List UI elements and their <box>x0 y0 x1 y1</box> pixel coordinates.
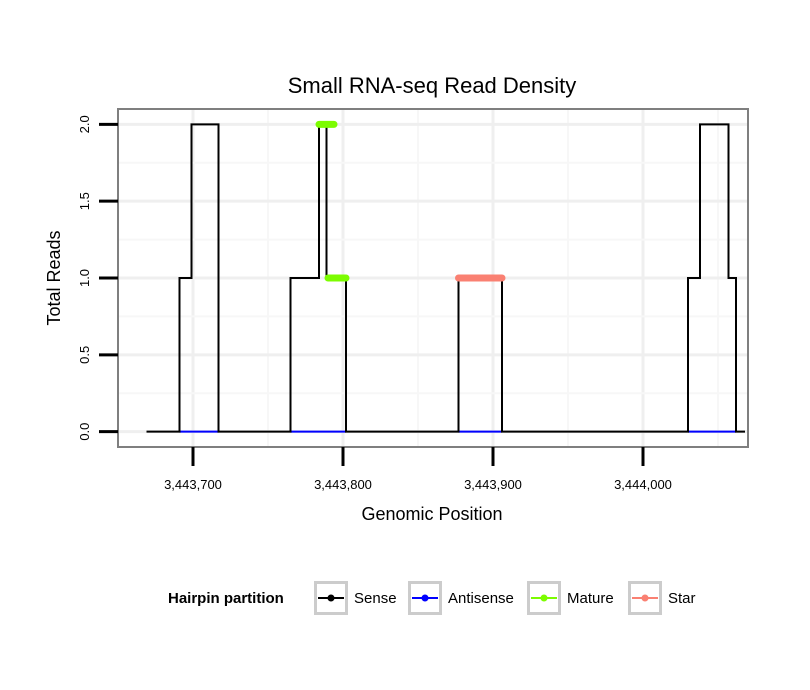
legend-key-point <box>327 594 335 602</box>
legend-entry-star: Star <box>628 581 696 615</box>
x-tick-label: 3,443,900 <box>464 477 522 492</box>
y-axis: 0.0 0.5 1.0 1.5 2.0 <box>77 115 118 441</box>
y-axis-title: Total Reads <box>44 230 64 325</box>
y-tick-label: 1.0 <box>77 269 92 287</box>
y-tick-label: 2.0 <box>77 115 92 133</box>
x-axis-title: Genomic Position <box>361 504 502 524</box>
legend-entries: Sense Antisense Mature Star <box>314 581 696 615</box>
chart-title: Small RNA-seq Read Density <box>288 73 577 98</box>
legend-label: Sense <box>354 590 397 607</box>
chart-marks <box>146 120 745 433</box>
legend-label: Star <box>668 590 696 607</box>
y-tick-label: 0.0 <box>77 423 92 441</box>
legend-entry-antisense: Antisense <box>408 581 514 615</box>
y-tick-label: 0.5 <box>77 346 92 364</box>
y-tick-label: 1.5 <box>77 192 92 210</box>
legend-title: Hairpin partition <box>168 590 284 607</box>
x-tick-label: 3,443,800 <box>314 477 372 492</box>
legend-entry-sense: Sense <box>314 581 397 615</box>
legend-key-point <box>641 594 649 602</box>
legend: Hairpin partition Sense Antisense Mature St… <box>168 581 696 615</box>
legend-label: Antisense <box>448 590 514 607</box>
plot-panel <box>117 109 748 447</box>
x-tick-label: 3,444,000 <box>614 477 672 492</box>
legend-key-point <box>540 594 548 602</box>
x-axis: 3,443,700 3,443,800 3,443,900 3,444,000 <box>164 447 672 492</box>
legend-entry-mature: Mature <box>527 581 614 615</box>
legend-key-point <box>421 594 429 602</box>
legend-label: Mature <box>567 590 614 607</box>
series-sense-line <box>146 123 745 433</box>
x-tick-label: 3,443,700 <box>164 477 222 492</box>
